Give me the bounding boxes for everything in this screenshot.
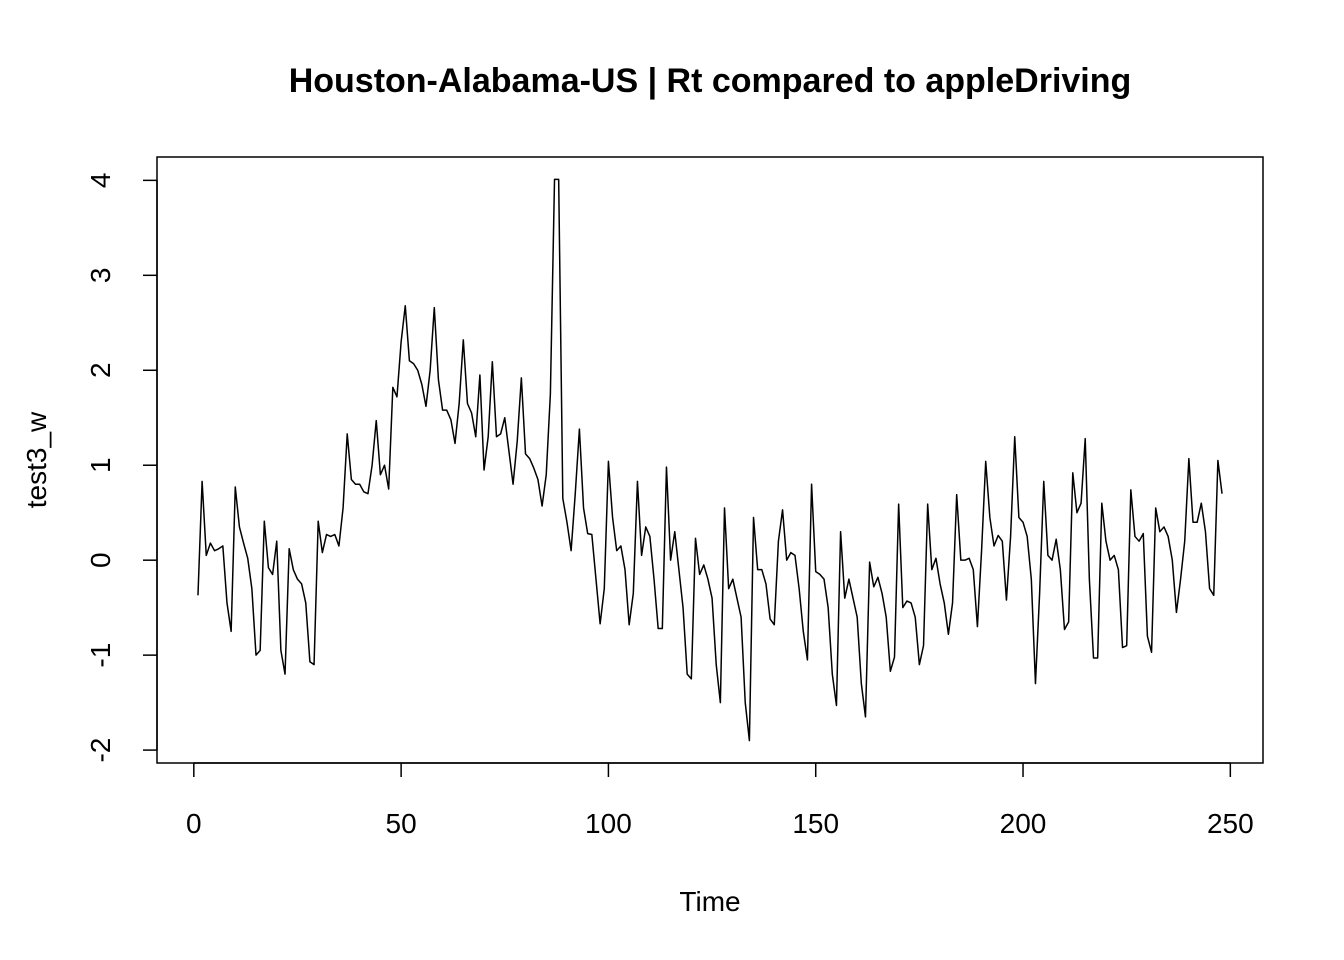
chart-title: Houston-Alabama-US | Rt compared to appl…: [289, 62, 1132, 100]
x-tick-label: 50: [386, 808, 417, 839]
x-axis-label: Time: [679, 886, 740, 917]
x-tick-label: 200: [1000, 808, 1047, 839]
y-tick-label: 0: [85, 552, 116, 568]
y-tick-label: 4: [85, 173, 116, 189]
series-line: [197, 178, 1223, 742]
y-axis-label: test3_w: [21, 411, 52, 508]
x-tick-label: 250: [1207, 808, 1254, 839]
y-tick-label: 2: [85, 362, 116, 378]
x-tick-label: 150: [792, 808, 839, 839]
y-tick-label: 3: [85, 268, 116, 284]
x-tick-label: 100: [585, 808, 632, 839]
y-tick-label: 1: [85, 457, 116, 473]
y-tick-label: -2: [85, 738, 116, 763]
y-tick-label: -1: [85, 643, 116, 668]
x-tick-label: 0: [186, 808, 202, 839]
